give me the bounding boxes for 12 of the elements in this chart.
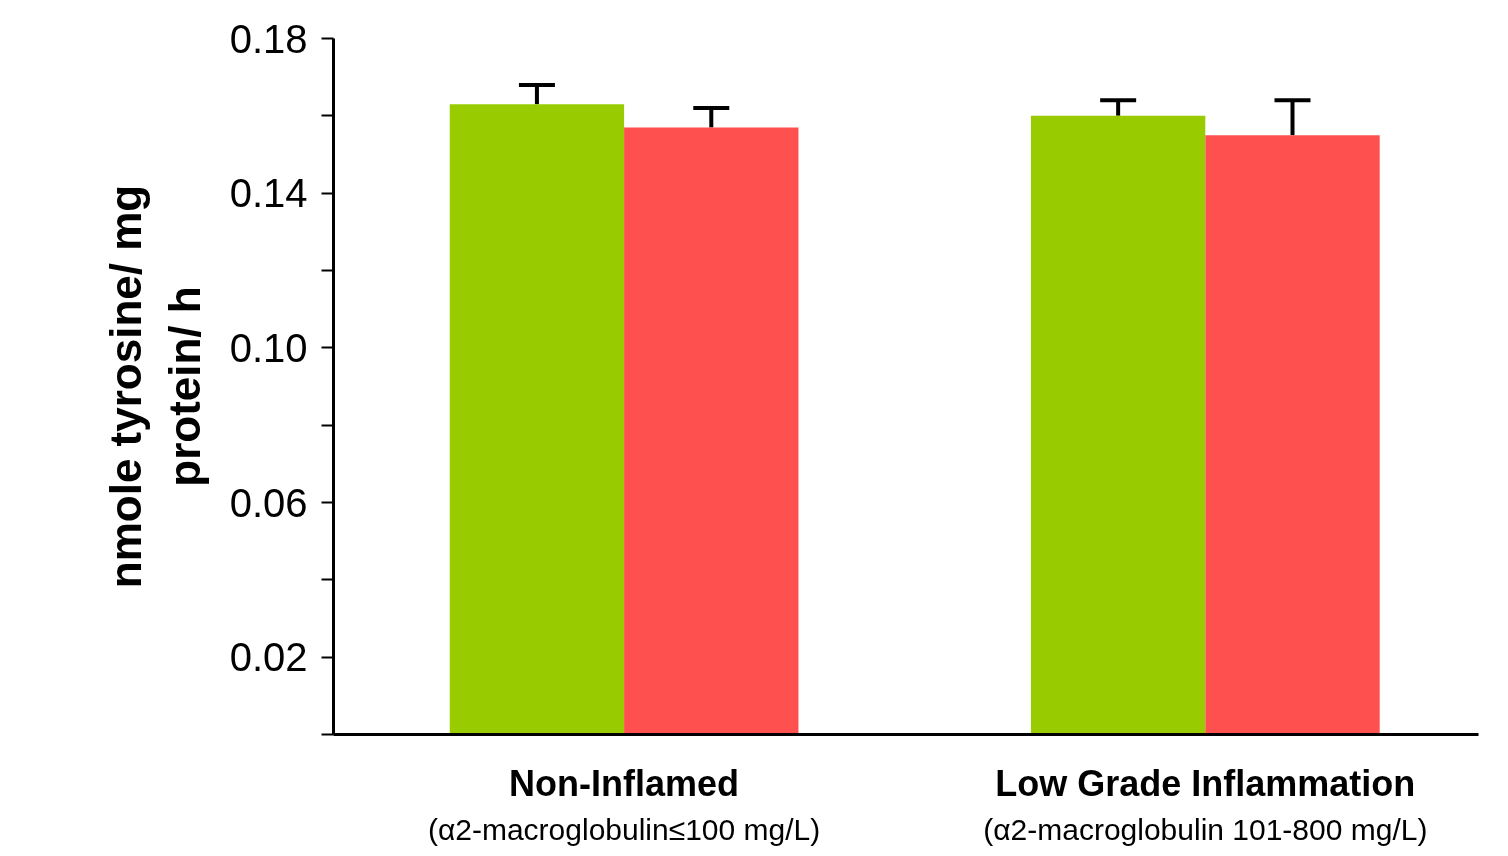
y-tick-label: 0.14 (229, 171, 308, 216)
bar (624, 127, 799, 735)
bar (1205, 135, 1380, 735)
y-tick-label: 0.18 (229, 16, 308, 61)
y-axis-title: nmole tyrosine/ mg protein/ h (100, 184, 209, 589)
bar (1030, 115, 1206, 735)
bar (449, 104, 625, 735)
y-tick-label: 0.06 (229, 480, 308, 525)
y-tick-label: 0.10 (229, 325, 308, 370)
y-tick-label: 0.02 (229, 635, 308, 680)
category-label: Low Grade Inflammation (α2-macroglobulin 101-800 mg/L) (983, 762, 1428, 846)
category-label: Non-Inflamed (α2-macroglobulin≤100 mg/L) (427, 762, 821, 846)
